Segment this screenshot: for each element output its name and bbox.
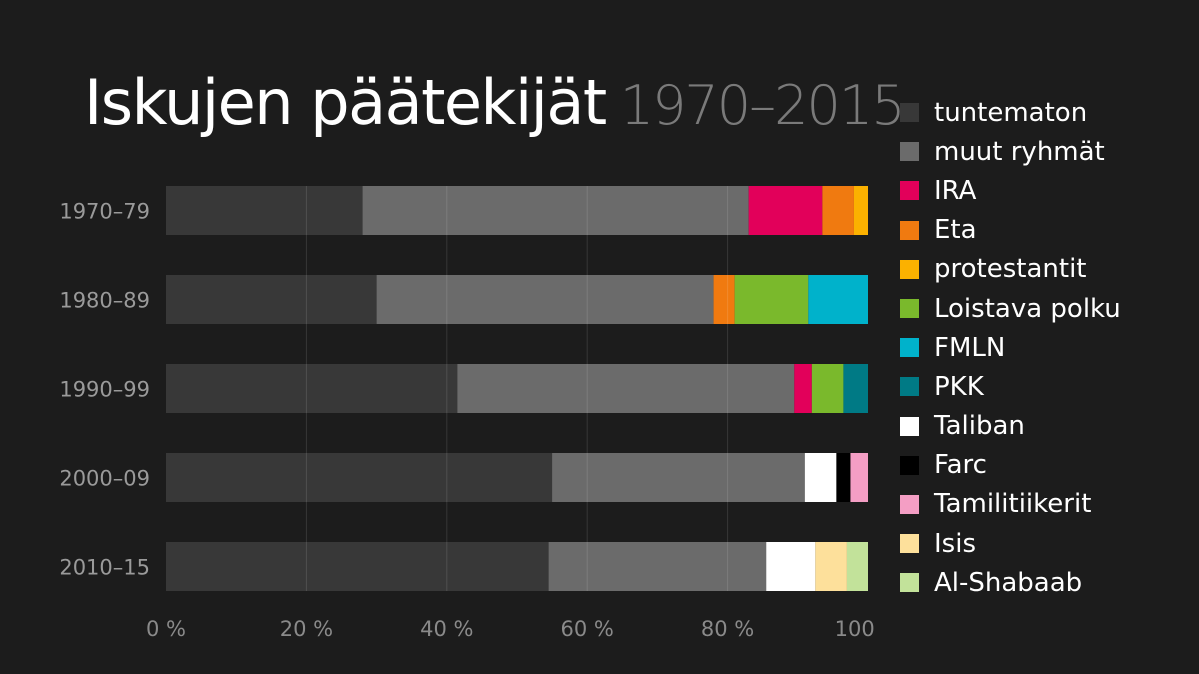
legend-item: Tamilitiikerit bbox=[900, 485, 1121, 524]
bar-segment bbox=[850, 453, 868, 502]
legend-label: PKK bbox=[934, 371, 984, 402]
bar-segment bbox=[822, 186, 854, 235]
category-label: 2000–09 bbox=[59, 467, 150, 491]
legend-item: IRA bbox=[900, 171, 1121, 210]
legend-label: Eta bbox=[934, 215, 977, 246]
legend-swatch bbox=[900, 181, 919, 201]
x-tick-label: 100 % bbox=[835, 617, 880, 641]
legend-label: protestantit bbox=[934, 254, 1087, 285]
bar-segment bbox=[166, 364, 458, 413]
chart-title: Iskujen päätekijät 1970–2015 bbox=[84, 72, 906, 137]
bar-segment bbox=[166, 186, 363, 235]
category-label: 2010–15 bbox=[59, 556, 150, 580]
x-tick-label: 40 % bbox=[420, 617, 473, 641]
legend-item: tuntematon bbox=[900, 93, 1121, 132]
bar-segment bbox=[846, 542, 868, 591]
legend-label: tuntematon bbox=[934, 97, 1088, 128]
bar-segment bbox=[166, 453, 553, 502]
legend-swatch bbox=[900, 494, 919, 514]
bar-segment bbox=[836, 453, 851, 502]
bar-segment bbox=[804, 453, 837, 502]
bar-segment bbox=[376, 275, 714, 324]
legend-label: Tamilitiikerit bbox=[934, 489, 1092, 520]
legend-swatch bbox=[900, 259, 919, 279]
bar-segment bbox=[734, 275, 809, 324]
bar-segment bbox=[853, 186, 868, 235]
category-label: 1970–79 bbox=[59, 200, 150, 224]
bar-segment bbox=[808, 275, 868, 324]
bar-segment bbox=[713, 275, 735, 324]
bar-segment bbox=[362, 186, 749, 235]
legend-label: IRA bbox=[934, 175, 977, 206]
legend-swatch bbox=[900, 573, 919, 593]
legend-item: Isis bbox=[900, 524, 1121, 563]
legend-item: Eta bbox=[900, 211, 1121, 250]
bar-segment bbox=[166, 542, 549, 591]
legend-item: FMLN bbox=[900, 328, 1121, 367]
chart-title-sub: 1970–2015 bbox=[619, 74, 906, 137]
legend-label: Loistava polku bbox=[934, 293, 1121, 324]
bar-segment bbox=[843, 364, 868, 413]
legend-item: Farc bbox=[900, 446, 1121, 485]
chart-legend: tuntematon muut ryhmät IRA Eta protestantit L… bbox=[900, 93, 1121, 602]
bar-segment bbox=[548, 542, 767, 591]
legend-swatch bbox=[900, 142, 919, 162]
legend-item: muut ryhmät bbox=[900, 132, 1121, 171]
stacked-bar-chart: 1970–79 1980–89 1990–99 2000–09 2010–15 0 % 20… bbox=[59, 186, 880, 641]
legend-swatch bbox=[900, 377, 919, 397]
bar-segment bbox=[552, 453, 805, 502]
category-label: 1990–99 bbox=[59, 378, 150, 402]
legend-item: Taliban bbox=[900, 407, 1121, 446]
legend-swatch bbox=[900, 455, 919, 475]
legend-label: Isis bbox=[934, 528, 976, 559]
legend-item: Loistava polku bbox=[900, 289, 1121, 328]
bar-segment bbox=[766, 542, 816, 591]
legend-item: Al-Shabaab bbox=[900, 563, 1121, 602]
x-tick-label: 0 % bbox=[146, 617, 186, 641]
bar-segment bbox=[166, 275, 377, 324]
legend-swatch bbox=[900, 220, 919, 240]
legend-item: protestantit bbox=[900, 250, 1121, 289]
legend-swatch bbox=[900, 338, 919, 358]
bar-segment bbox=[748, 186, 823, 235]
legend-label: Taliban bbox=[934, 411, 1025, 442]
bar-segment bbox=[457, 364, 795, 413]
legend-label: FMLN bbox=[934, 332, 1006, 363]
bar-segment bbox=[815, 542, 847, 591]
legend-swatch bbox=[900, 299, 919, 319]
chart-title-main: Iskujen päätekijät bbox=[84, 66, 607, 139]
legend-item: PKK bbox=[900, 367, 1121, 406]
x-tick-label: 60 % bbox=[561, 617, 614, 641]
x-tick-label: 80 % bbox=[701, 617, 754, 641]
legend-label: muut ryhmät bbox=[934, 136, 1105, 167]
legend-label: Al-Shabaab bbox=[934, 567, 1083, 598]
bar-segment bbox=[811, 364, 844, 413]
legend-swatch bbox=[900, 534, 919, 554]
x-tick-label: 20 % bbox=[280, 617, 333, 641]
legend-swatch bbox=[900, 416, 919, 436]
legend-swatch bbox=[900, 103, 919, 123]
legend-label: Farc bbox=[934, 450, 987, 481]
bar-segment bbox=[794, 364, 812, 413]
category-label: 1980–89 bbox=[59, 289, 150, 313]
